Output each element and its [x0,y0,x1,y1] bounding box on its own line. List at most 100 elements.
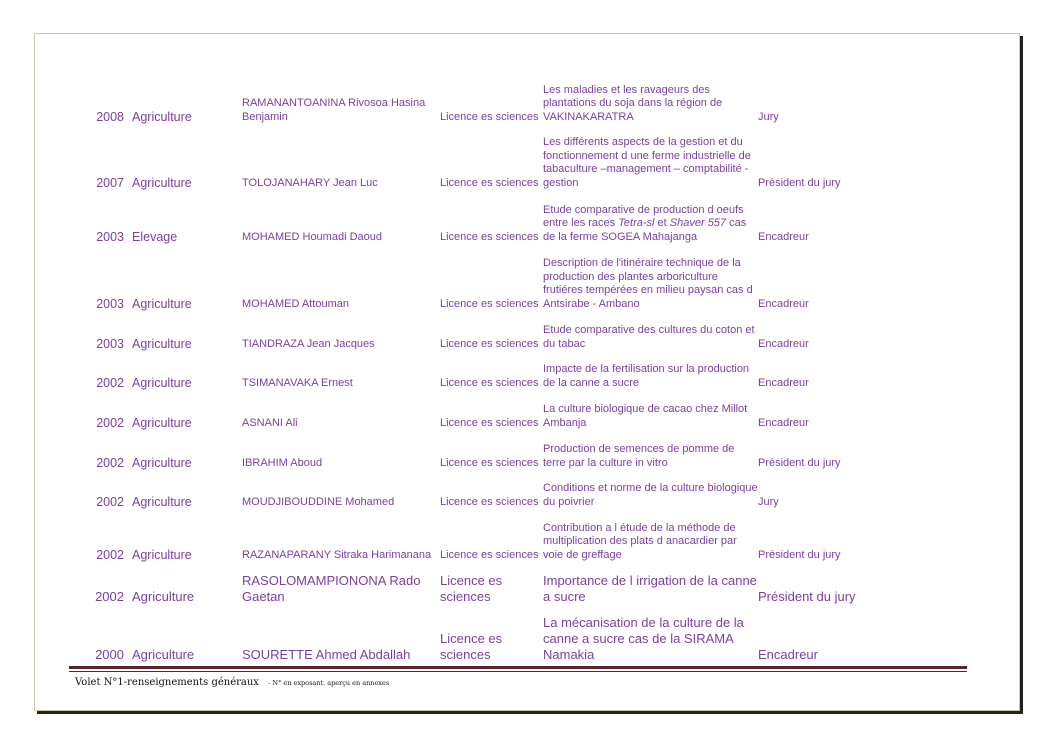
cell-degree: Licence es sciences [440,416,539,429]
footer-rule [69,666,967,669]
title-segment: Tetra-sl [618,217,655,229]
cell-year: 2003 [96,336,124,351]
cell-name: MOHAMED Attouman [242,297,349,310]
title-segment: Les maladies et les ravageurs des planta… [543,83,723,123]
cell-role: Encadreur [758,376,809,389]
cell-degree: Licence es sciences [440,337,539,350]
title-segment: Importance de l irrigation de la canne a… [543,573,757,604]
title-segment: Etude comparative de production d oeufs … [543,203,744,230]
table-row: 2003 Agriculture TIANDRAZA Jean Jacques Lic… [90,311,898,351]
cell-role: Président du jury [758,456,841,469]
cell-degree: Licence es sciences [440,176,539,189]
cell-role: Président du jury [758,589,856,604]
cell-role: Président du jury [758,548,841,561]
cell-year: 2003 [96,296,124,311]
cell-degree: Licence es sciences [440,573,503,604]
cell-year: 2002 [96,547,124,562]
cell-domain: Agriculture [132,336,192,351]
cell-domain: Agriculture [132,455,192,470]
title-segment: Contribution a l étude de la méthode de … [543,521,737,561]
cell-name: TOLOJANAHARY Jean Luc [242,176,378,189]
cell-degree: Licence es sciences [440,376,539,389]
cell-title: La culture biologique de cacao chez Mill… [543,390,758,430]
title-segment: La culture biologique de cacao chez Mill… [543,403,748,429]
cell-name: MOUDJIBOUDDINE Mohamed [242,495,395,508]
cell-name: RAZANAPARANY Sitraka Harimanana [242,548,432,561]
cell-degree: Licence es sciences [440,297,539,310]
cell-domain: Agriculture [132,547,192,562]
cell-title: Les maladies et les ravageurs des planta… [543,58,758,124]
cell-role: Encadreur [758,647,818,662]
cell-year: 2007 [96,175,124,190]
table-row: 2002 Agriculture RASOLOMAMPIONONA Rado Gae… [90,562,898,605]
table-row: 2002 Agriculture RAZANAPARANY Sitraka Hari… [90,509,898,562]
cell-degree: Licence es sciences [440,631,503,662]
table-row: 2000 Agriculture SOURETTE Ahmed Abdallah Li… [90,605,898,663]
cell-title: Etude comparative des cultures du coton … [543,311,758,351]
table-row: 2002 Agriculture MOUDJIBOUDDINE Mohamed Lic… [90,470,898,509]
cell-degree: Licence es sciences [440,456,539,469]
title-segment: Impacte de la fertilisation sur la produ… [543,363,750,389]
cell-domain: Agriculture [132,375,192,390]
title-segment: et [654,217,670,229]
cell-year: 2002 [96,375,124,390]
table-row: 2008 Agriculture RAMANANTOANINA Rivosoa Ha… [90,58,898,124]
cell-domain: Agriculture [132,589,195,604]
cell-name: RAMANANTOANINA Rivosoa Hasina Benjamin [242,97,426,123]
cell-year: 2002 [95,589,124,604]
cell-title: Conditions et norme de la culture biolog… [543,470,758,509]
cell-domain: Agriculture [132,647,195,662]
title-segment: Production de semences de pomme de terre… [543,443,735,469]
cell-domain: Agriculture [132,494,192,509]
cell-domain: Agriculture [132,109,192,124]
cell-title: Impacte de la fertilisation sur la produ… [543,351,758,390]
cell-title: Etude comparative de production d oeufs … [543,190,758,244]
cell-title: Importance de l irrigation de la canne a… [543,562,758,605]
table-row: 2002 Agriculture IBRAHIM Aboud Licence es s… [90,430,898,470]
cell-role: Encadreur [758,337,809,350]
cell-role: Encadreur [758,297,809,310]
page-footer: Volet N°1-renseignements généraux - N° e… [75,677,389,688]
title-segment: Shaver 557 [669,217,727,229]
title-segment: Etude comparative des cultures du coton … [543,324,755,350]
cell-name: MOHAMED Houmadi Daoud [242,230,382,243]
cell-domain: Agriculture [132,415,192,430]
cell-degree: Licence es sciences [440,230,539,243]
cell-degree: Licence es sciences [440,548,539,561]
cell-title: Les différents aspects de la gestion et … [543,124,758,190]
cell-domain: Agriculture [132,296,192,311]
cell-degree: Licence es sciences [440,495,539,508]
table-row: 2003 Elevage MOHAMED Houmadi Daoud Licence … [90,190,898,244]
cell-role: Président du jury [758,176,841,189]
table-row: 2002 Agriculture ASNANI Ali Licence es scie… [90,390,898,430]
cell-name: IBRAHIM Aboud [242,456,323,469]
cell-name: TIANDRAZA Jean Jacques [242,337,375,350]
table-row: 2003 Agriculture MOHAMED Attouman Licence e… [90,244,898,311]
title-segment: Description de l'itinéraire technique de… [543,257,753,310]
cell-title: Contribution a l étude de la méthode de … [543,509,758,562]
footer-rule-thin [69,671,967,672]
cell-name: RASOLOMAMPIONONA Rado Gaetan [242,573,421,604]
table-row: 2002 Agriculture TSIMANAVAKA Ernest Licence… [90,351,898,390]
cell-year: 2002 [96,494,124,509]
cell-name: ASNANI Ali [242,416,298,429]
cell-year: 2008 [96,109,124,124]
cell-year: 2002 [96,455,124,470]
title-segment: cas de la ferme SOGEA Mahajanga [543,217,747,243]
title-segment: Les différents aspects de la gestion et … [543,136,751,189]
cell-degree: Licence es sciences [440,110,539,123]
title-segment: La mécanisation de la culture de la cann… [543,615,744,662]
cell-role: Jury [758,495,779,508]
cell-role: Encadreur [758,230,809,243]
cell-domain: Elevage [132,229,178,244]
theses-table: 2008 Agriculture RAMANANTOANINA Rivosoa Ha… [90,58,898,663]
cell-name: TSIMANAVAKA Ernest [242,376,353,389]
cell-role: Jury [758,110,779,123]
cell-title: Production de semences de pomme de terre… [543,430,758,470]
cell-role: Encadreur [758,416,809,429]
footer-title: Volet N°1-renseignements généraux [75,677,259,688]
cell-name: SOURETTE Ahmed Abdallah [242,647,411,662]
cell-year: 2000 [95,647,124,662]
cell-year: 2003 [96,229,124,244]
cell-title: La mécanisation de la culture de la cann… [543,605,758,663]
